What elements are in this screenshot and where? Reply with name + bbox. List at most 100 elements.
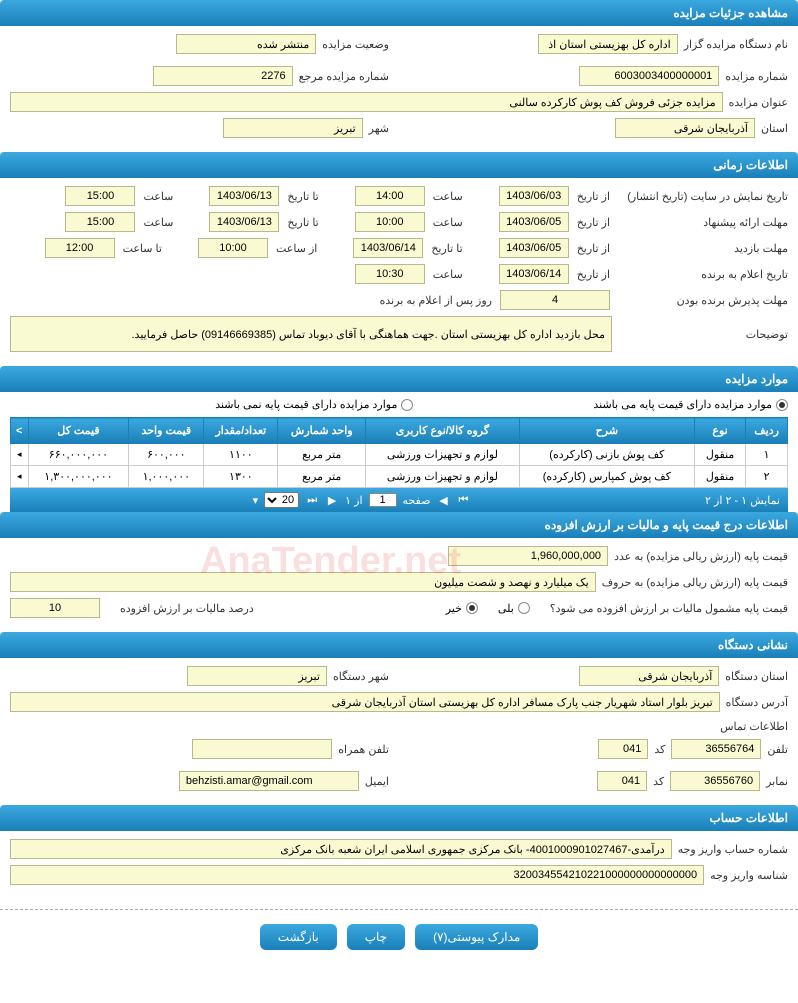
radio-with-base[interactable]: موارد مزایده دارای قیمت پایه می باشند xyxy=(593,398,788,411)
radio-without-base[interactable]: موارد مزایده دارای قیمت پایه نمی باشند xyxy=(215,398,413,411)
field-visit-to-time: 12:00 xyxy=(45,238,115,258)
label-vat-q: قیمت پایه مشمول مالیات بر ارزش افزوده می… xyxy=(550,602,788,615)
table-row[interactable]: ۱منقولکف پوش بازنی (کارکرده)لوازم و تجهی… xyxy=(11,444,788,466)
field-mobile xyxy=(192,739,332,759)
field-account: درآمدی-4001000901027467- بانک مرکزی جمهو… xyxy=(10,839,672,859)
table-cell: ۱۱۰۰ xyxy=(204,444,278,466)
label-after: روز پس از اعلام به برنده xyxy=(380,294,492,307)
back-button[interactable]: بازگشت xyxy=(260,924,337,950)
table-cell: ۱۳۰۰ xyxy=(204,466,278,488)
label-org-city: شهر دستگاه xyxy=(333,670,389,683)
label-to3: تا تاریخ xyxy=(431,242,462,255)
field-visit-to-date: 1403/06/14 xyxy=(353,238,423,258)
field-city: تبریز xyxy=(223,118,363,138)
row-expand-icon[interactable]: ◂ xyxy=(11,444,29,466)
field-offer-to-time: 15:00 xyxy=(65,212,135,232)
table-cell: متر مربع xyxy=(278,444,366,466)
label-fax: نمابر xyxy=(766,775,788,788)
radio-dot-icon xyxy=(776,399,788,411)
table-header: قیمت واحد xyxy=(129,418,204,444)
radio-row-base-price: موارد مزایده دارای قیمت پایه می باشند مو… xyxy=(0,392,798,417)
label-auction-no: شماره مزایده xyxy=(725,70,788,83)
field-auction-no: 6003003400000001 xyxy=(579,66,719,86)
pager-last-icon[interactable]: ⏭ xyxy=(305,494,319,507)
print-button[interactable]: چاپ xyxy=(347,924,405,950)
section-body-details: نام دستگاه مزایده گزار اداره کل بهزیستی … xyxy=(0,26,798,152)
field-title: مزایده جزئی فروش کف پوش کارکرده سالنی xyxy=(10,92,723,112)
section-header-timing: اطلاعات زمانی xyxy=(0,152,798,178)
table-cell: ۱ xyxy=(746,444,788,466)
section-body-timing: تاریخ نمایش در سایت (تاریخ انتشار) از تا… xyxy=(0,178,798,366)
field-offer-to-date: 1403/06/13 xyxy=(209,212,279,232)
pager-first-icon[interactable]: ⏮ xyxy=(456,494,470,507)
radio-without-base-label: موارد مزایده دارای قیمت پایه نمی باشند xyxy=(215,398,397,411)
table-header: نوع xyxy=(694,418,745,444)
label-time3: ساعت xyxy=(433,216,463,229)
label-base-num: قیمت پایه (ارزش ریالی مزایده) به عدد xyxy=(614,550,788,563)
grid-container: ردیفنوعشرحگروه کالا/نوع کاربریواحد شمارش… xyxy=(0,417,798,512)
field-province: آذربایجان شرقی xyxy=(615,118,755,138)
field-fax-code: 041 xyxy=(597,771,647,791)
label-time: ساعت xyxy=(433,190,463,203)
field-code: 041 xyxy=(598,739,648,759)
label-display: تاریخ نمایش در سایت (تاریخ انتشار) xyxy=(618,190,788,203)
label-from2: از تاریخ xyxy=(577,216,610,229)
field-pay-id: 320034554210221000000000000000 xyxy=(10,865,704,885)
pager: نمایش ۱ - ۲ از ۲ ⏮ ◀ صفحه از ۱ ▶ ⏭ 20 ▾ xyxy=(10,488,788,512)
pager-of-label: از ۱ xyxy=(345,494,362,507)
radio-dot-icon xyxy=(466,602,478,614)
label-from3: از تاریخ xyxy=(577,242,610,255)
field-display-to-date: 1403/06/13 xyxy=(209,186,279,206)
pager-dropdown-icon: ▾ xyxy=(253,494,259,507)
contact-header: اطلاعات تماس xyxy=(10,720,788,733)
label-status: وضعیت مزایده xyxy=(322,38,389,51)
pager-page-input[interactable] xyxy=(369,493,397,507)
field-fax: 36556760 xyxy=(670,771,760,791)
action-buttons: مدارک پیوستی(۷) چاپ بازگشت xyxy=(0,909,798,964)
radio-vat-yes[interactable]: بلی xyxy=(498,602,530,615)
field-status: منتشر شده xyxy=(176,34,316,54)
field-notes: محل بازدید اداره کل بهزیستی استان .جهت ه… xyxy=(10,316,612,352)
row-expand-icon[interactable]: ◂ xyxy=(11,466,29,488)
table-header: گروه کالا/نوع کاربری xyxy=(366,418,520,444)
table-cell: منقول xyxy=(694,466,745,488)
table-cell: ۱,۳۰۰,۰۰۰,۰۰۰ xyxy=(28,466,129,488)
label-from-time: از ساعت xyxy=(276,242,317,255)
table-header: تعداد/مقدار xyxy=(204,418,278,444)
field-phone: 36556764 xyxy=(671,739,761,759)
label-to2: تا تاریخ xyxy=(287,216,318,229)
section-body-pricing: قیمت پایه (ارزش ریالی مزایده) به عدد 1,9… xyxy=(0,538,798,632)
field-email: behzisti.amar@gmail.com xyxy=(179,771,359,791)
radio-vat-no[interactable]: خیر xyxy=(446,602,478,615)
label-accept: مهلت پذیرش برنده بودن xyxy=(618,294,788,307)
label-vat-pct: درصد مالیات بر ارزش افزوده xyxy=(120,602,254,615)
field-accept-days: 4 xyxy=(500,290,610,310)
table-cell: ۱,۰۰۰,۰۰۰ xyxy=(129,466,204,488)
field-display-to-time: 15:00 xyxy=(65,186,135,206)
field-org-name: اداره کل بهزیستی استان اذ xyxy=(538,34,678,54)
pager-size-select[interactable]: 20 xyxy=(264,492,299,508)
table-row[interactable]: ۲منقولکف پوش کمپارس (کارکرده)لوازم و تجه… xyxy=(11,466,788,488)
table-cell: ۲ xyxy=(746,466,788,488)
label-announce: تاریخ اعلام به برنده xyxy=(618,268,788,281)
label-mobile: تلفن همراه xyxy=(338,743,389,756)
field-offer-from-time: 10:00 xyxy=(355,212,425,232)
table-cell: ۶۶۰,۰۰۰,۰۰۰ xyxy=(28,444,129,466)
section-body-org: استان دستگاه آذربایجان شرقی شهر دستگاه ت… xyxy=(0,658,798,805)
field-offer-from-date: 1403/06/05 xyxy=(499,212,569,232)
label-city: شهر xyxy=(369,122,389,135)
field-org-address: تبریز بلوار استاد شهریار جنب پارک مسافر … xyxy=(10,692,720,712)
pager-prev-icon[interactable]: ◀ xyxy=(436,494,450,507)
label-time4: ساعت xyxy=(143,216,173,229)
label-ref-no: شماره مزایده مرجع xyxy=(299,70,389,83)
radio-with-base-label: موارد مزایده دارای قیمت پایه می باشند xyxy=(593,398,772,411)
table-header: واحد شمارش xyxy=(278,418,366,444)
field-announce-time: 10:30 xyxy=(355,264,425,284)
section-header-account: اطلاعات حساب xyxy=(0,805,798,831)
label-pay-id: شناسه واریز وجه xyxy=(710,869,788,882)
field-announce-date: 1403/06/14 xyxy=(499,264,569,284)
section-body-account: شماره حساب واریز وجه درآمدی-400100090102… xyxy=(0,831,798,899)
attachments-button[interactable]: مدارک پیوستی(۷) xyxy=(415,924,538,950)
table-header: ردیف xyxy=(746,418,788,444)
pager-next-icon[interactable]: ▶ xyxy=(325,494,339,507)
